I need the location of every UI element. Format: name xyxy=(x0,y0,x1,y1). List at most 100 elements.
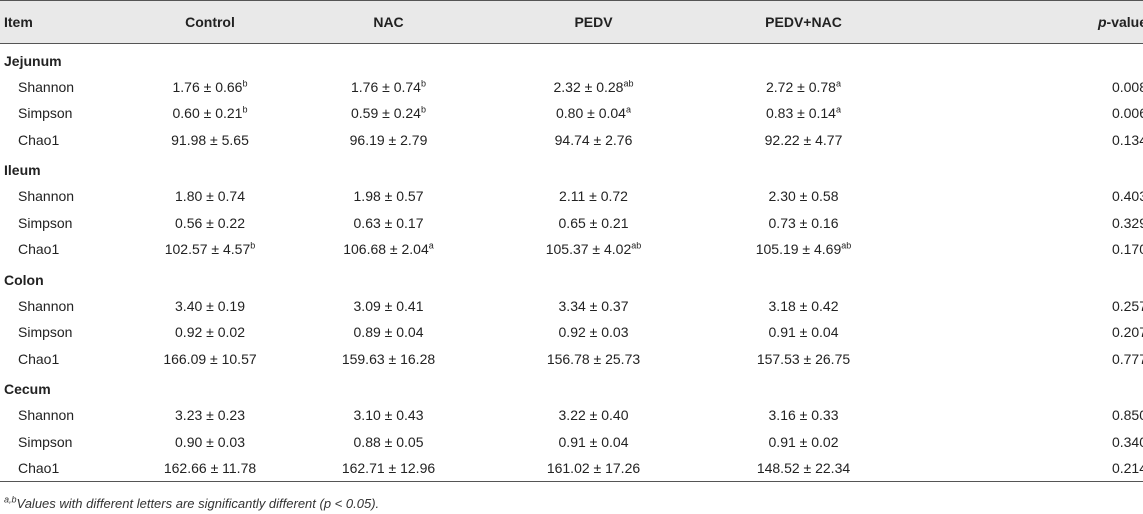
value-cell: 0.56 ± 0.22 xyxy=(134,210,286,237)
section-label: Cecum xyxy=(4,381,51,397)
row-item-label: Shannon xyxy=(18,407,75,424)
mean-sd-value: 148.52 ± 22.34 xyxy=(756,460,851,476)
mean-sd-value: 105.19 ± 4.69 xyxy=(755,241,842,258)
p-value-cell: 0.170 xyxy=(1111,241,1143,258)
mean-sd-value: 3.40 ± 0.19 xyxy=(175,297,245,314)
row-item-label: Chao1 xyxy=(18,131,60,148)
mean-sd-value: 0.60 ± 0.21 xyxy=(172,105,243,122)
mean-sd-value: 0.65 ± 0.21 xyxy=(558,214,629,231)
mean-sd-value: 1.98 ± 0.57 xyxy=(353,188,424,205)
significance-letter: a xyxy=(428,240,434,251)
mean-sd-value: 94.74 ± 2.76 xyxy=(554,131,633,148)
row-item-label: Chao1 xyxy=(18,460,60,476)
value-cell: 105.37 ± 4.02ab xyxy=(491,236,696,263)
mean-sd-value: 159.63 ± 16.28 xyxy=(341,350,436,367)
significance-letter: a xyxy=(835,78,841,89)
section-label: Ileum xyxy=(4,162,41,178)
mean-sd-value: 102.57 ± 4.57 xyxy=(164,241,251,258)
mean-sd-value: 161.02 ± 17.26 xyxy=(546,460,641,476)
header-p-italic: p xyxy=(1097,14,1107,30)
p-value-cell: 0.340 xyxy=(1111,433,1143,450)
mean-sd-value: 1.80 ± 0.74 xyxy=(175,188,245,205)
mean-sd-value: 0.91 ± 0.04 xyxy=(558,433,629,450)
value-cell: 106.68 ± 2.04a xyxy=(286,236,491,263)
p-value-cell: 0.214 xyxy=(1111,460,1143,476)
value-cell: 3.16 ± 0.33 xyxy=(696,402,911,429)
value-cell: 0.89 ± 0.04 xyxy=(286,319,491,346)
value-cell: 3.23 ± 0.23 xyxy=(134,402,286,429)
significance-letter: ab xyxy=(631,240,642,251)
significance-letter: ab xyxy=(841,240,852,251)
significance-letter: b xyxy=(242,104,248,115)
row-item-label: Shannon xyxy=(18,78,75,95)
value-cell: 162.66 ± 11.78 xyxy=(134,455,286,482)
mean-sd-value: 0.89 ± 0.04 xyxy=(353,324,424,341)
footnote-text: Values with different letters are signif… xyxy=(16,496,380,511)
value-cell: 166.09 ± 10.57 xyxy=(134,346,286,373)
header-item: Item xyxy=(4,14,33,30)
value-cell: 96.19 ± 2.79 xyxy=(286,127,491,154)
table-row: Shannon 3.40 ± 0.19 3.09 ± 0.41 3.34 ± 0.37… xyxy=(0,293,1143,320)
mean-sd-value: 3.16 ± 0.33 xyxy=(768,407,839,424)
value-cell: 1.98 ± 0.57 xyxy=(286,183,491,210)
value-cell: 102.57 ± 4.57b xyxy=(134,236,286,263)
mean-sd-value: 92.22 ± 4.77 xyxy=(764,131,843,148)
row-item-label: Simpson xyxy=(18,105,73,122)
header-p-suffix: -value xyxy=(1106,14,1143,30)
mean-sd-value: 2.30 ± 0.58 xyxy=(768,188,839,205)
value-cell: 0.83 ± 0.14a xyxy=(696,100,911,127)
value-cell: 2.72 ± 0.78a xyxy=(696,74,911,101)
section-row: Ileum xyxy=(0,153,1143,183)
value-cell: 3.10 ± 0.43 xyxy=(286,402,491,429)
mean-sd-value: 106.68 ± 2.04 xyxy=(343,241,429,258)
significance-letter: b xyxy=(242,78,248,89)
value-cell: 157.53 ± 26.75 xyxy=(696,346,911,373)
mean-sd-value: 3.23 ± 0.23 xyxy=(175,407,245,424)
value-cell: 0.73 ± 0.16 xyxy=(696,210,911,237)
value-cell: 156.78 ± 25.73 xyxy=(491,346,696,373)
value-cell: 0.88 ± 0.05 xyxy=(286,429,491,456)
mean-sd-value: 0.92 ± 0.03 xyxy=(558,324,629,341)
value-cell: 94.74 ± 2.76 xyxy=(491,127,696,154)
mean-sd-value: 156.78 ± 25.73 xyxy=(546,350,641,367)
significance-letter: b xyxy=(420,104,426,115)
row-item-label: Shannon xyxy=(18,188,75,205)
mean-sd-value: 0.88 ± 0.05 xyxy=(353,433,424,450)
header-pedv: PEDV xyxy=(574,14,613,30)
p-value-cell: 0.006 xyxy=(1111,105,1143,122)
p-value-cell: 0.329 xyxy=(1111,214,1143,231)
value-cell: 0.91 ± 0.04 xyxy=(696,319,911,346)
table-header: Item Control NAC PEDV PEDV+NAC p-value xyxy=(0,0,1143,44)
header-nac: NAC xyxy=(373,14,404,30)
footnote: a,bValues with different letters are sig… xyxy=(0,482,1143,511)
mean-sd-value: 162.71 ± 12.96 xyxy=(341,460,436,476)
mean-sd-value: 0.90 ± 0.03 xyxy=(175,433,245,450)
mean-sd-value: 157.53 ± 26.75 xyxy=(756,350,851,367)
header-p-value: p-value xyxy=(911,1,1143,44)
header-control: Control xyxy=(185,14,235,30)
significance-letter: a xyxy=(835,104,841,115)
section-label: Colon xyxy=(4,271,44,288)
value-cell: 0.92 ± 0.02 xyxy=(134,319,286,346)
mean-sd-value: 3.18 ± 0.42 xyxy=(768,297,839,314)
mean-sd-value: 166.09 ± 10.57 xyxy=(163,350,257,367)
row-item-label: Chao1 xyxy=(18,241,60,258)
value-cell: 1.80 ± 0.74 xyxy=(134,183,286,210)
value-cell: 0.91 ± 0.02 xyxy=(696,429,911,456)
value-cell: 148.52 ± 22.34 xyxy=(696,455,911,482)
significance-letter: ab xyxy=(623,78,634,89)
mean-sd-value: 2.11 ± 0.72 xyxy=(559,188,628,205)
table-row: Chao1 91.98 ± 5.65 96.19 ± 2.79 94.74 ± 2.7… xyxy=(0,127,1143,154)
value-cell: 2.30 ± 0.58 xyxy=(696,183,911,210)
table-row: Chao1 162.66 ± 11.78 162.71 ± 12.96 161.02 … xyxy=(0,455,1143,482)
value-cell: 0.60 ± 0.21b xyxy=(134,100,286,127)
footnote-superscript: a,b xyxy=(4,494,17,505)
mean-sd-value: 96.19 ± 2.79 xyxy=(349,131,428,148)
table-row: Shannon 1.76 ± 0.66b 1.76 ± 0.74b 2.32 ± 0.… xyxy=(0,74,1143,101)
p-value-cell: 0.850 xyxy=(1111,407,1143,424)
p-value-cell: 0.207 xyxy=(1111,324,1143,341)
value-cell: 161.02 ± 17.26 xyxy=(491,455,696,482)
mean-sd-value: 0.63 ± 0.17 xyxy=(353,214,424,231)
value-cell: 3.34 ± 0.37 xyxy=(491,293,696,320)
p-value-cell: 0.257 xyxy=(1111,297,1143,314)
